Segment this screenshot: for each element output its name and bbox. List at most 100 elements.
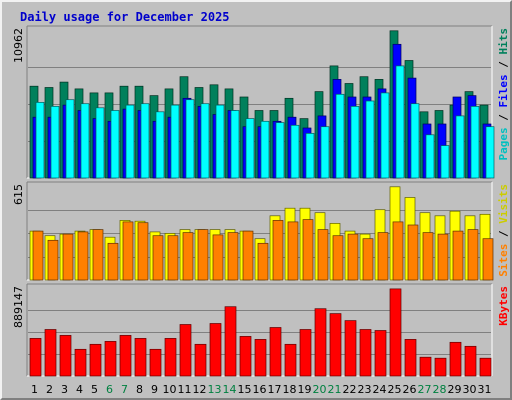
bar-sites-day-15: [242, 230, 254, 281]
bar-pages-day-2: [50, 106, 60, 179]
bar-pages-day-18: [290, 124, 300, 179]
bar-pages-day-16: [260, 120, 270, 179]
bar-kbytes-day-7: [119, 335, 132, 377]
x-tick-label-day-28: 28: [433, 383, 447, 396]
legend-kbytes-part-0: KBytes: [497, 286, 510, 326]
bar-kbytes-day-23: [359, 329, 372, 377]
x-tick-label-day-14: 14: [223, 383, 237, 396]
bar-kbytes-day-12: [194, 343, 207, 377]
legend-visits-part-2: Visits: [497, 184, 510, 224]
x-tick-label-day-1: 1: [31, 383, 38, 396]
bar-kbytes-day-28: [434, 357, 447, 377]
bar-sites-day-6: [107, 242, 119, 281]
bar-pages-day-5: [95, 107, 105, 179]
x-tick-label-day-6: 6: [106, 383, 113, 396]
bar-sites-day-25: [392, 221, 404, 281]
legend-hits-part-2: Files: [497, 74, 510, 107]
bar-sites-day-13: [212, 234, 224, 281]
bar-pages-day-12: [200, 103, 210, 179]
bar-pages-day-20: [320, 126, 330, 179]
x-tick-label-day-15: 15: [238, 383, 252, 396]
bar-kbytes-day-13: [209, 323, 222, 377]
x-tick-label-day-2: 2: [46, 383, 53, 396]
bar-kbytes-day-1: [29, 338, 42, 377]
bar-kbytes-day-30: [464, 345, 477, 377]
bar-pages-day-21: [335, 93, 345, 179]
x-tick-label-day-19: 19: [298, 383, 312, 396]
bar-sites-day-11: [182, 232, 194, 281]
bar-kbytes-day-29: [449, 341, 462, 377]
bar-pages-day-19: [305, 133, 315, 179]
bar-sites-day-7: [122, 221, 134, 281]
bar-kbytes-day-16: [254, 339, 267, 377]
x-tick-label-day-3: 3: [61, 383, 68, 396]
bar-sites-day-3: [62, 233, 74, 281]
x-tick-label-day-18: 18: [283, 383, 297, 396]
x-tick-label-day-24: 24: [373, 383, 387, 396]
bar-pages-day-26: [410, 103, 420, 179]
panel-hits-legend: Pages / Files / Hits: [497, 28, 510, 161]
bar-pages-day-30: [470, 106, 480, 179]
bar-kbytes-day-26: [404, 339, 417, 377]
bar-sites-day-2: [47, 239, 59, 281]
bar-kbytes-day-2: [44, 329, 57, 377]
bar-kbytes-day-5: [89, 343, 102, 377]
bar-sites-day-12: [197, 229, 209, 281]
x-tick-label-day-4: 4: [76, 383, 83, 396]
bar-kbytes-day-14: [224, 306, 237, 377]
bar-pages-day-27: [425, 134, 435, 179]
x-tick-label-day-7: 7: [121, 383, 128, 396]
bar-pages-day-31: [485, 126, 495, 179]
bar-sites-day-5: [92, 229, 104, 281]
bar-sites-day-1: [32, 230, 44, 281]
chart-title: Daily usage for December 2025: [20, 10, 230, 24]
x-tick-label-day-12: 12: [193, 383, 207, 396]
panel-hits-ymax-label: 10962: [12, 28, 25, 63]
legend-hits-part-3: /: [497, 55, 510, 75]
x-tick-label-day-27: 27: [418, 383, 432, 396]
bar-pages-day-22: [350, 106, 360, 179]
bar-kbytes-day-10: [164, 338, 177, 377]
x-tick-label-day-30: 30: [463, 383, 477, 396]
bar-kbytes-day-17: [269, 327, 282, 377]
panel-kbytes-ymax-label: 889147: [12, 286, 25, 328]
bar-pages-day-4: [80, 103, 90, 179]
bar-pages-day-23: [365, 100, 375, 179]
bar-kbytes-day-6: [104, 341, 117, 377]
bar-sites-day-29: [452, 230, 464, 281]
legend-hits-part-1: /: [497, 108, 510, 128]
bar-sites-day-4: [77, 231, 89, 281]
x-tick-label-day-13: 13: [208, 383, 222, 396]
bar-kbytes-day-25: [389, 288, 402, 377]
bar-sites-day-26: [407, 224, 419, 281]
bar-sites-day-23: [362, 238, 374, 281]
x-tick-label-day-26: 26: [403, 383, 417, 396]
bar-pages-day-11: [185, 99, 195, 179]
bar-kbytes-day-4: [74, 348, 87, 377]
legend-visits-part-0: Sites: [497, 244, 510, 277]
x-tick-label-day-20: 20: [313, 383, 327, 396]
bar-pages-day-6: [110, 110, 120, 179]
bar-sites-day-14: [227, 232, 239, 281]
bar-pages-day-8: [140, 103, 150, 179]
bar-kbytes-day-11: [179, 324, 192, 377]
bar-kbytes-day-3: [59, 335, 72, 377]
bar-pages-day-15: [245, 118, 255, 179]
bar-kbytes-day-31: [479, 357, 492, 377]
panel-visits-ymax-label: 615: [12, 184, 25, 205]
bar-pages-day-9: [155, 111, 165, 179]
bar-kbytes-day-8: [134, 338, 147, 377]
bar-sites-day-31: [482, 238, 494, 281]
bar-pages-day-3: [65, 99, 75, 179]
panel-visits-legend: Sites / Visits: [497, 184, 510, 277]
bar-sites-day-28: [437, 233, 449, 281]
bar-pages-day-29: [455, 115, 465, 179]
bar-kbytes-day-19: [299, 329, 312, 377]
bar-pages-day-14: [230, 110, 240, 179]
bar-sites-day-24: [377, 232, 389, 281]
x-tick-label-day-22: 22: [343, 383, 357, 396]
bar-kbytes-day-21: [329, 313, 342, 377]
bar-pages-day-28: [440, 145, 450, 179]
bar-sites-day-27: [422, 232, 434, 281]
